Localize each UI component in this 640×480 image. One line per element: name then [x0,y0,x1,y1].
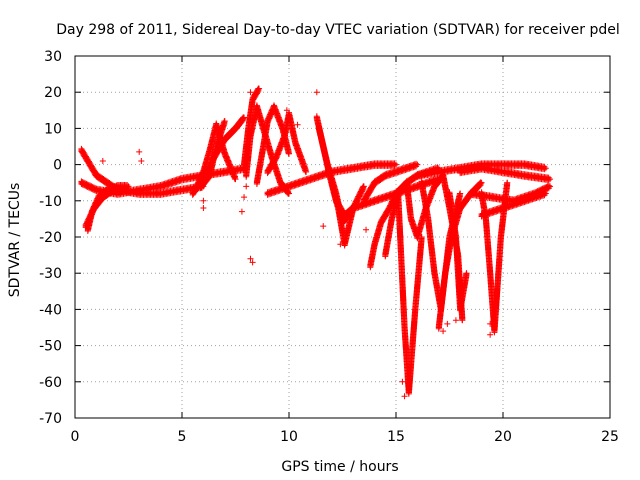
y-tick-label: -10 [39,194,62,210]
data-marker [80,149,87,156]
y-tick-label: 0 [53,158,62,174]
y-tick-label: 10 [44,121,62,137]
data-marker [226,161,233,168]
y-tick-label: -70 [39,411,62,427]
data-marker [225,158,232,165]
data-marker [228,165,235,172]
data-marker [82,153,89,160]
data-marker [229,166,236,173]
data-marker [83,154,90,161]
data-marker [278,121,285,128]
data-marker [124,182,131,189]
data-marker [277,118,284,125]
x-tick-label: 5 [178,429,187,445]
y-tick-label: -50 [39,339,62,355]
data-marker [276,115,283,122]
data-marker [82,152,89,159]
data-marker [224,156,231,163]
data-marker [271,103,278,110]
data-marker [231,173,238,180]
data-marker [91,168,98,175]
x-tick-label: 20 [494,429,512,445]
data-marker [86,159,93,166]
data-marker [241,114,248,121]
data-marker [277,120,284,127]
x-tick-label: 15 [387,429,405,445]
data-marker [230,170,237,177]
data-marker [90,166,97,173]
data-marker [89,164,96,171]
data-marker [231,172,238,179]
data-marker [78,145,85,152]
axis-ticks: 0 5 10 15 20 25 -70 -60 -50 -40 -30 -20 -10 0 10 20 30 [39,49,619,445]
y-tick-label: -60 [39,375,62,391]
y-tick-label: -40 [39,302,62,318]
data-marker [272,106,279,113]
data-marker [274,111,281,118]
data-marker [230,169,237,176]
data-marker [223,153,230,160]
data-marker [227,162,234,169]
data-marker [87,161,94,168]
data-marker [91,167,98,174]
data-marker [273,109,280,116]
data-marker [222,152,229,159]
data-marker [286,150,292,157]
data-marker [225,157,232,164]
data-marker [88,163,95,170]
data-marker [110,186,117,193]
data-marker [79,148,86,155]
data-marker [271,102,278,109]
data-marker [286,190,292,197]
data-marker [221,118,228,125]
data-marker [272,105,279,112]
data-marker [276,117,283,124]
data-marker [393,161,399,168]
data-points [78,85,554,400]
data-marker [229,168,236,175]
x-tick-label: 25 [601,429,619,445]
data-marker [125,183,132,190]
data-marker [273,107,280,114]
y-tick-label: -30 [39,266,62,282]
x-tick-label: 10 [280,429,298,445]
data-marker [85,158,92,165]
y-tick-label: -20 [39,230,62,246]
data-marker [88,162,95,169]
y-tick-label: 30 [44,49,62,65]
data-marker [222,150,229,157]
data-marker [227,164,234,171]
data-marker [221,149,228,156]
data-marker [275,114,282,121]
data-marker [81,150,88,157]
y-tick-label: 20 [44,85,62,101]
x-tick-label: 0 [71,429,80,445]
data-marker [226,160,233,167]
data-marker [79,147,86,154]
data-marker [224,154,231,161]
data-marker [275,113,282,120]
data-marker [232,176,239,183]
data-marker [85,157,92,164]
data-marker [84,155,91,162]
data-marker [274,110,281,117]
